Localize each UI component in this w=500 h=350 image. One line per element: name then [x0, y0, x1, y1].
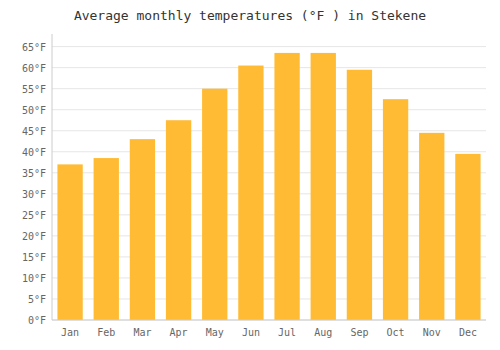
bar: [238, 66, 263, 320]
x-axis-line: [52, 320, 486, 321]
grid-line: [52, 109, 486, 110]
x-tick-label: Jan: [61, 327, 79, 338]
bar: [202, 89, 227, 320]
x-tick-label: Oct: [387, 327, 405, 338]
x-tick-label: Jun: [242, 327, 260, 338]
x-tick-label: Apr: [170, 327, 188, 338]
bars: [57, 53, 480, 320]
y-tick-label: 0°F: [28, 315, 46, 326]
y-tick-label: 5°F: [28, 294, 46, 305]
x-tick-label: Nov: [423, 327, 441, 338]
bar: [274, 53, 299, 320]
bar: [311, 53, 336, 320]
y-tick-label: 55°F: [22, 84, 46, 95]
bar: [383, 99, 408, 320]
y-tick-label: 45°F: [22, 126, 46, 137]
bar: [455, 154, 480, 320]
y-axis-line: [52, 34, 53, 320]
grid: [52, 47, 486, 320]
y-tick-label: 20°F: [22, 231, 46, 242]
grid-line: [52, 130, 486, 131]
bar: [130, 139, 155, 320]
grid-line: [52, 88, 486, 89]
bar: [166, 120, 191, 320]
chart: Average monthly temperatures (°F ) in St…: [0, 0, 500, 350]
bar: [347, 70, 372, 320]
grid-line: [52, 320, 486, 321]
bar: [419, 133, 444, 320]
x-tick-label: Dec: [459, 327, 477, 338]
x-tick-label: Jul: [278, 327, 296, 338]
y-tick-label: 50°F: [22, 105, 46, 116]
grid-line: [52, 46, 486, 47]
bar: [57, 164, 82, 320]
grid-line: [52, 67, 486, 68]
x-tick-label: Aug: [314, 327, 332, 338]
y-tick-label: 10°F: [22, 273, 46, 284]
y-tick-label: 40°F: [22, 147, 46, 158]
bar: [94, 158, 119, 320]
y-tick-label: 30°F: [22, 189, 46, 200]
title: Average monthly temperatures (°F ) in St…: [74, 8, 426, 23]
y-tick-label: 35°F: [22, 168, 46, 179]
x-tick-label: Mar: [133, 327, 151, 338]
x-tick-label: Feb: [97, 327, 115, 338]
y-tick-label: 60°F: [22, 63, 46, 74]
y-tick-label: 65°F: [22, 42, 46, 53]
y-tick-label: 25°F: [22, 210, 46, 221]
x-tick-label: May: [206, 327, 224, 338]
y-tick-label: 15°F: [22, 252, 46, 263]
x-tick-label: Sep: [350, 327, 368, 338]
